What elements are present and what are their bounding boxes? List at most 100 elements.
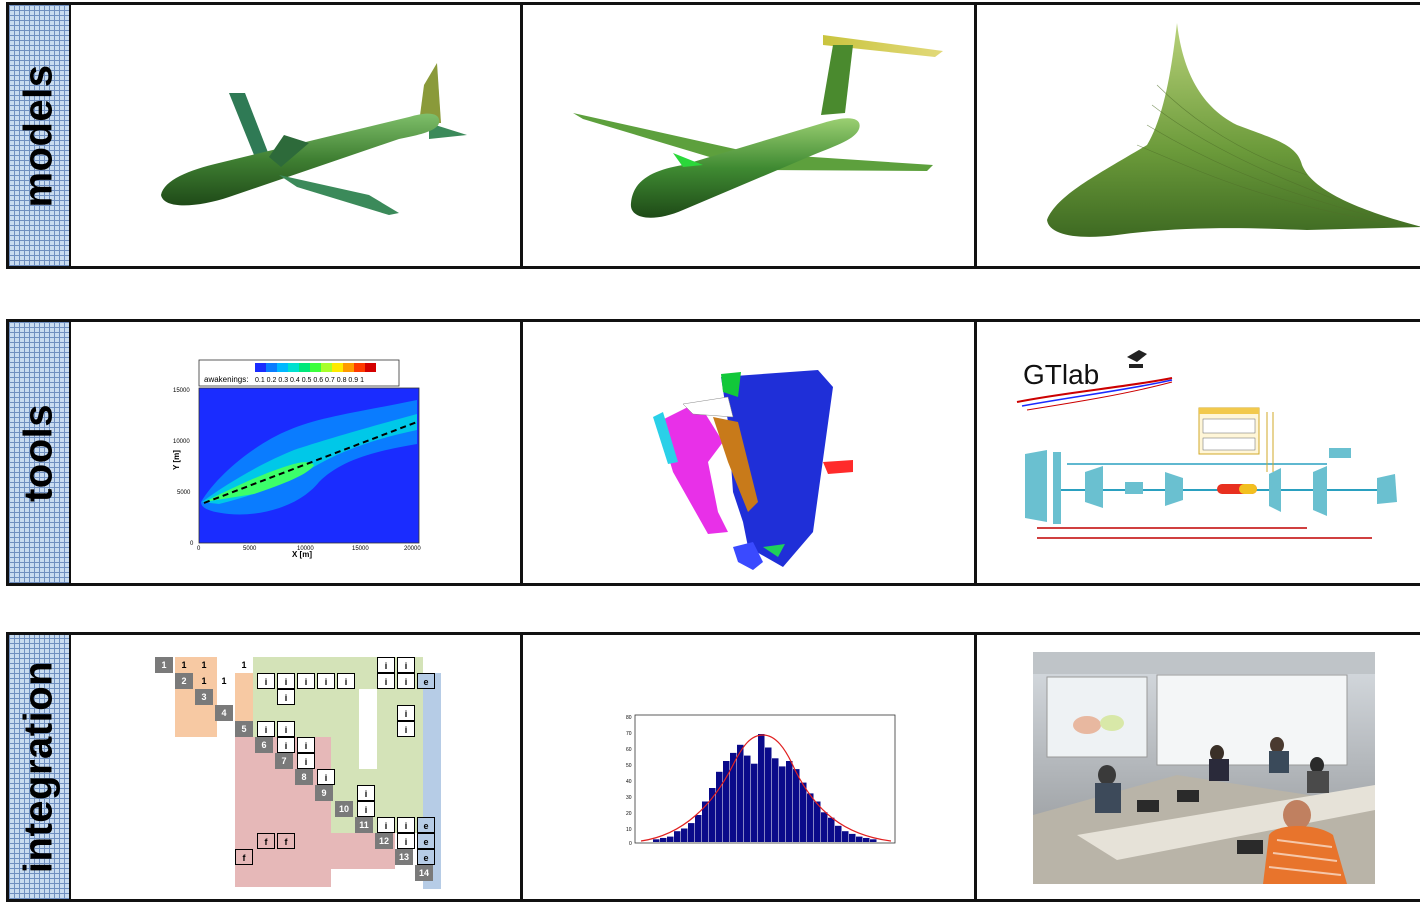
dsm-diag-2: 2 [175, 673, 193, 689]
x-tick-0: 0 [197, 546, 201, 552]
dsm-cell-i: i [397, 833, 415, 849]
dsm-diag-10: 10 [335, 801, 353, 817]
model-blended-wing-body [977, 5, 1420, 266]
histogram-bar [856, 836, 863, 842]
wing-structure-shape [653, 370, 853, 570]
dsm-diag-14: 14 [415, 865, 433, 881]
gtlab-engine-diagram: GTlab [977, 322, 1420, 583]
histogram-bar [716, 771, 723, 842]
dsm-diag-9: 9 [315, 785, 333, 801]
y-tick-2: 5000 [177, 490, 191, 496]
dsm-cell-one: 1 [241, 660, 247, 670]
histogram-bar [674, 831, 681, 842]
dsm-cell-i: i [297, 673, 315, 689]
dsm-cell-i: i [397, 705, 415, 721]
dsm-diag-3: 3 [195, 689, 213, 705]
histogram-bar [695, 815, 702, 842]
hist-y-tick-3: 50 [626, 763, 632, 769]
legend-colorbar [255, 363, 376, 372]
dsm-cell-e: e [417, 673, 435, 689]
dsm-cell-i: i [397, 817, 415, 833]
integration-label: integration [16, 660, 61, 874]
histogram-bar [842, 831, 849, 842]
dsm-diag-7: 7 [275, 753, 293, 769]
dsm-cell-i: i [397, 657, 415, 673]
histogram-bar [772, 758, 779, 842]
histogram-bar [681, 828, 688, 842]
contour-level-3 [204, 462, 314, 502]
dsm-cell-i: i [377, 817, 395, 833]
histogram-bar [751, 763, 758, 842]
flight-track [203, 421, 418, 504]
histogram-bar [849, 833, 856, 842]
y-tick-1: 10000 [173, 439, 190, 445]
model-high-wing-aircraft [523, 5, 977, 266]
dsm-cell-i: i [257, 721, 275, 737]
hist-y-tick-0: 80 [626, 715, 632, 721]
x-tick-1: 5000 [243, 546, 257, 552]
histogram-bar [807, 793, 814, 842]
histogram-bar [730, 752, 737, 842]
engine-flow-schematic [1025, 407, 1397, 539]
wing-box-structure-model [523, 322, 977, 583]
dsm-cell-f: f [257, 833, 275, 849]
histogram-bar [709, 788, 716, 842]
model-conventional-aircraft [69, 5, 523, 266]
hist-y-tick-5: 30 [626, 795, 632, 801]
dsm-cell-one: 1 [201, 660, 207, 670]
dsm-cell-e: e [417, 849, 435, 865]
histogram-bar [800, 782, 807, 842]
x-tick-3: 15000 [352, 546, 369, 552]
dsm-cell-one: 1 [201, 676, 207, 686]
y-tick-3: 0 [190, 541, 194, 547]
airplane-2-shape [573, 35, 943, 218]
dsm-diag-12: 12 [375, 833, 393, 849]
dsm-cell-i: i [317, 769, 335, 785]
dsm-cell-i: i [357, 785, 375, 801]
histogram-bar [660, 837, 667, 842]
histogram-bar [758, 734, 765, 842]
dsm-cell-i: i [277, 737, 295, 753]
dsm-cell-i: i [397, 721, 415, 737]
x-tick-4: 20000 [404, 546, 421, 552]
histogram-bar [744, 755, 751, 842]
histogram-bar [870, 839, 877, 842]
workshop-photo [977, 635, 1420, 899]
dsm-cell-i: i [297, 737, 315, 753]
noise-contour-plot: awakenings: 0.1 0.2 0.3 0.4 0.5 0.6 0.7 … [69, 322, 523, 583]
histogram-bar [814, 801, 821, 842]
y-tick-0: 15000 [173, 388, 190, 394]
dsm-cell-f: f [277, 833, 295, 849]
dsm-cell-i: i [277, 689, 295, 705]
dsm-diag-8: 8 [295, 769, 313, 785]
histogram-bar [667, 836, 674, 842]
histogram-bar [653, 839, 660, 842]
models-label: models [16, 63, 61, 208]
histogram-bar [737, 744, 744, 842]
hist-y-tick-7: 10 [626, 827, 632, 833]
normal-fit-curve [640, 734, 892, 842]
histogram-bar [835, 825, 842, 842]
hist-y-tick-8: 0 [629, 841, 632, 847]
histogram-bar [723, 761, 730, 842]
dsm-cell-one: 1 [221, 676, 227, 686]
airplane-1-shape [161, 63, 467, 215]
hist-y-tick-4: 40 [626, 779, 632, 785]
dsm-cell-i: i [277, 673, 295, 689]
dsm-diag-5: 5 [235, 721, 253, 737]
histogram-bar [765, 747, 772, 842]
gtlab-swoosh [1016, 377, 1173, 411]
dsm-cell-e: e [417, 817, 435, 833]
histogram-bar [688, 823, 695, 842]
models-row: models [6, 2, 1420, 269]
dsm-diag-11: 11 [355, 817, 373, 833]
integration-row: integration 1 2 3 4 5 6 7 8 9 10 11 12 1… [6, 632, 1420, 902]
dsm-cell-i: i [397, 673, 415, 689]
dsm-cell-i: i [377, 673, 395, 689]
tools-label: tools [16, 403, 61, 502]
legend-ticks: 0.1 0.2 0.3 0.4 0.5 0.6 0.7 0.8 0.9 1 [255, 377, 364, 384]
gtlab-logo-text: GTlab [1023, 359, 1099, 390]
workshop-photo-image [1033, 652, 1375, 884]
y-axis-label: Y [m] [172, 450, 181, 470]
x-axis-label: X [m] [292, 550, 312, 559]
